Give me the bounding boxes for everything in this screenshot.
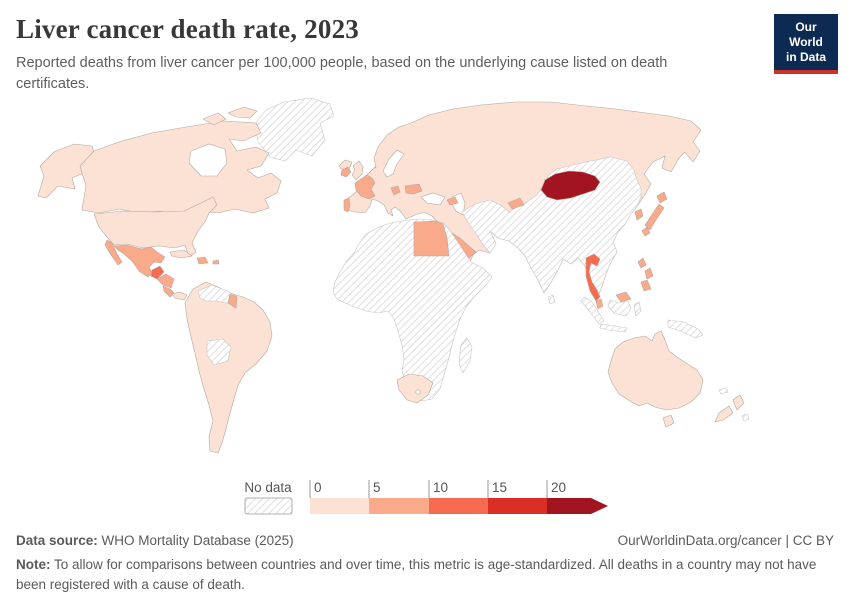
- region-panama[interactable]: [171, 291, 188, 301]
- world-choropleth-map: [37, 97, 750, 454]
- page-title: Liver cancer death rate, 2023: [16, 14, 359, 44]
- legend-tick-label-5: 5: [373, 480, 381, 495]
- region-malaysia-borneo[interactable]: [615, 291, 632, 303]
- no-data-swatch[interactable]: [244, 497, 293, 515]
- region-portugal[interactable]: [343, 197, 351, 213]
- region-egypt[interactable]: [413, 220, 450, 257]
- region-south-korea[interactable]: [634, 208, 644, 221]
- region-honduras-nicaragua[interactable]: [156, 273, 175, 289]
- black-sea: [420, 192, 446, 206]
- region-indonesia-sumatra[interactable]: [580, 296, 605, 325]
- region-australia[interactable]: [607, 330, 704, 411]
- legend-tick-label-10: 10: [433, 480, 448, 495]
- legend-tick-label-15: 15: [492, 480, 507, 495]
- owid-logo-box: Our World in Data: [774, 14, 838, 70]
- region-canada-arctic-islands[interactable]: [227, 106, 258, 119]
- note-text: To allow for comparisons between countri…: [16, 557, 817, 592]
- region-indonesia-sulawesi[interactable]: [633, 301, 642, 317]
- baltic-sea: [382, 149, 405, 178]
- region-mexico-baja[interactable]: [104, 239, 123, 266]
- region-japan-kyushu[interactable]: [641, 226, 651, 237]
- region-hispaniola[interactable]: [196, 256, 209, 265]
- region-costa-rica[interactable]: [162, 285, 175, 298]
- legend-tick-label-0: 0: [314, 480, 322, 495]
- region-indonesia-borneo[interactable]: [607, 299, 632, 317]
- region-kyrgyzstan[interactable]: [507, 197, 525, 210]
- region-philippines-mindanao[interactable]: [640, 279, 652, 292]
- data-source: Data source: WHO Mortality Database (202…: [16, 533, 294, 548]
- region-madagascar[interactable]: [458, 337, 473, 374]
- owid-logo-red-strip: [774, 70, 838, 74]
- region-new-zealand-south[interactable]: [714, 405, 734, 423]
- data-source-text: WHO Mortality Database (2025): [97, 533, 294, 548]
- region-united-states[interactable]: [93, 196, 218, 258]
- region-cuba[interactable]: [169, 249, 193, 259]
- no-data-label: No data: [244, 480, 292, 495]
- region-mexico[interactable]: [113, 244, 166, 278]
- region-ireland[interactable]: [340, 166, 352, 178]
- region-guyana[interactable]: [227, 293, 238, 309]
- region-romania[interactable]: [404, 183, 423, 195]
- hudson-bay: [188, 143, 228, 177]
- owid-logo-line2: in Data: [785, 50, 826, 64]
- region-tasmania[interactable]: [662, 414, 675, 428]
- region-azerbaijan[interactable]: [446, 196, 459, 206]
- region-mongolia[interactable]: [540, 170, 601, 201]
- region-united-kingdom[interactable]: [351, 160, 364, 181]
- footer-note: Note: To allow for comparisons between c…: [16, 555, 830, 594]
- legend-band-10-15[interactable]: [429, 498, 488, 514]
- region-bolivia[interactable]: [206, 338, 232, 366]
- legend-band-0-5[interactable]: [310, 498, 369, 514]
- region-croatia[interactable]: [390, 185, 401, 196]
- legend-tick-label-20: 20: [551, 480, 566, 495]
- color-legend: No data 0 5 10 15 20: [244, 480, 608, 515]
- footer-source-row: Data source: WHO Mortality Database (202…: [16, 533, 834, 548]
- region-canada-arctic-islands[interactable]: [202, 112, 227, 126]
- owid-logo[interactable]: Our World in Data: [774, 14, 838, 74]
- region-malaysia-peninsula[interactable]: [595, 298, 604, 310]
- region-new-caledonia[interactable]: [718, 387, 729, 395]
- legend-band-15-20[interactable]: [488, 498, 547, 514]
- region-japan-hokkaido[interactable]: [656, 191, 668, 204]
- region-iceland[interactable]: [338, 159, 353, 170]
- region-guatemala[interactable]: [150, 265, 165, 280]
- lesotho-enclave: [415, 389, 421, 395]
- legend-band-5-10[interactable]: [369, 498, 429, 514]
- owid-logo-line1: Our World: [789, 20, 823, 49]
- region-thailand[interactable]: [585, 253, 601, 302]
- region-philippines-visayas[interactable]: [644, 267, 654, 280]
- region-france[interactable]: [354, 174, 376, 200]
- region-japan-honshu[interactable]: [644, 203, 665, 231]
- region-papua-new-guinea[interactable]: [667, 319, 704, 339]
- owid-link[interactable]: OurWorldinData.org/cancer | CC BY: [617, 533, 834, 548]
- region-canada[interactable]: [79, 120, 282, 216]
- region-new-zealand-north[interactable]: [732, 394, 745, 411]
- region-south-africa[interactable]: [396, 373, 434, 404]
- region-indonesia-java[interactable]: [599, 323, 628, 333]
- region-sri-lanka[interactable]: [547, 294, 556, 305]
- data-source-label: Data source:: [16, 533, 98, 548]
- region-puerto-rico[interactable]: [212, 259, 220, 265]
- region-fiji[interactable]: [741, 413, 750, 422]
- chart-subtitle: Reported deaths from liver cancer per 10…: [16, 55, 668, 93]
- legend-band-20-plus-arrow[interactable]: [547, 498, 608, 514]
- note-label: Note:: [16, 557, 51, 572]
- region-philippines-luzon[interactable]: [637, 257, 647, 269]
- region-south-america[interactable]: [184, 281, 273, 454]
- region-greenland[interactable]: [254, 97, 335, 162]
